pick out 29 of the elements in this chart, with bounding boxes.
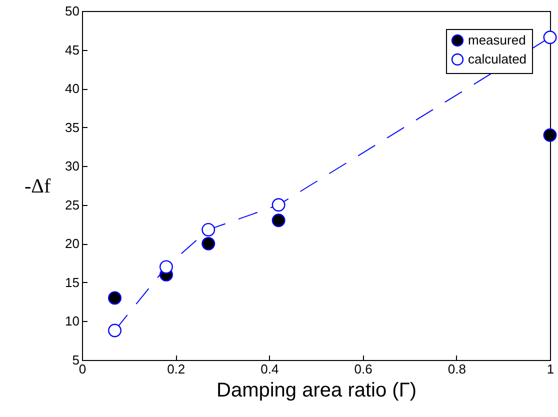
point — [202, 222, 216, 236]
point — [202, 236, 216, 250]
point — [272, 198, 286, 212]
point — [543, 128, 557, 142]
point — [272, 214, 286, 228]
legend-label: calculated — [468, 52, 527, 66]
point — [543, 30, 557, 44]
point — [108, 324, 122, 338]
y-tick-label: 45 — [65, 42, 80, 58]
y-tick-label: 10 — [65, 314, 80, 329]
x-tick-label: 0.4 — [260, 362, 279, 376]
x-tick-label: 1 — [546, 362, 554, 376]
legend-label: measured — [468, 32, 526, 48]
y-tick-label: 40 — [65, 81, 80, 96]
y-tick-label: 35 — [65, 120, 80, 135]
y-tick-label: 25 — [65, 197, 80, 212]
x-tick-label: 0.8 — [448, 362, 466, 376]
y-tick-label: 20 — [65, 236, 80, 252]
y-axis-title: -Δf — [24, 176, 52, 198]
y-tick-label: 15 — [65, 274, 80, 290]
x-tick-label: 0.2 — [167, 362, 186, 376]
point — [108, 291, 122, 305]
x-axis-title: Damping area ratio (Γ) — [216, 380, 416, 402]
y-tick-label: 50 — [65, 4, 80, 18]
x-tick-label: 0.6 — [354, 362, 372, 376]
x-tick-label: 0 — [78, 362, 86, 376]
point — [160, 260, 173, 274]
y-tick-label: 5 — [72, 352, 80, 368]
y-tick-label: 30 — [65, 158, 80, 174]
